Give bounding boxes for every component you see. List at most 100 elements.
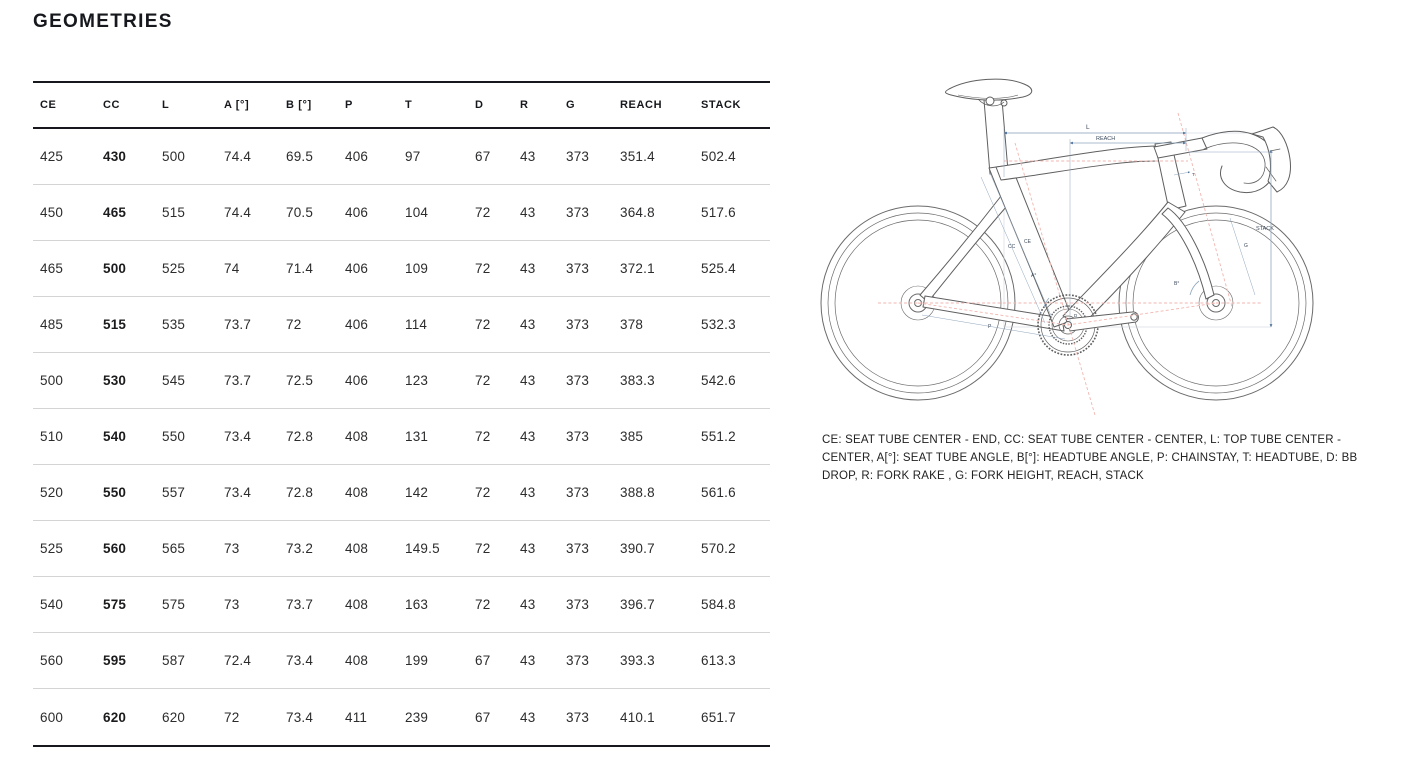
label-b-angle: B°: [1174, 281, 1179, 287]
table-cell: 584.8: [701, 597, 736, 612]
column-header: A [°]: [224, 99, 250, 111]
table-cell: 97: [405, 149, 421, 164]
label-reach: REACH: [1096, 136, 1115, 142]
geometry-table: CE CC L A [°] B [°] P T D R G REACH STACK 425 430 500…: [33, 81, 770, 747]
table-cell: 43: [520, 709, 536, 725]
table-cell: 73.7: [286, 597, 314, 612]
table-row: 520 550 557 73.4 72.8 408 142 72 43 373 388.8 561.6: [33, 465, 770, 521]
table-cell: 373: [566, 429, 590, 444]
column-header: CE: [40, 99, 57, 111]
down-tube: [1062, 201, 1186, 327]
table-cell: 595: [103, 653, 127, 668]
table-row: 500 530 545 73.7 72.5 406 123 72 43 373 383.3 542.6: [33, 353, 770, 409]
table-cell: 72: [475, 597, 491, 612]
table-cell: 43: [520, 597, 536, 612]
table-cell: 73.4: [224, 429, 252, 444]
table-cell: 373: [566, 317, 590, 332]
table-cell: 142: [405, 485, 429, 500]
table-cell: 43: [520, 205, 536, 220]
table-cell: 131: [405, 429, 429, 444]
table-cell: 408: [345, 541, 369, 556]
table-cell: 561.6: [701, 485, 736, 500]
table-cell: 43: [520, 261, 536, 276]
table-cell: 43: [520, 317, 536, 332]
table-row: 510 540 550 73.4 72.8 408 131 72 43 373 385 551.2: [33, 409, 770, 465]
table-cell: 72: [475, 373, 491, 388]
table-cell: 73.7: [224, 317, 252, 332]
table-cell: 385: [620, 429, 644, 444]
table-cell: 73.7: [224, 373, 252, 388]
table-cell: 525.4: [701, 261, 736, 276]
dimension-labels: L REACH STACK CC CE A° B° P D G T: [988, 124, 1274, 330]
table-cell: 74: [224, 261, 240, 276]
label-ce: CE: [1024, 239, 1032, 245]
table-cell: 520: [40, 485, 64, 500]
table-cell: 411: [345, 709, 368, 725]
table-row: 560 595 587 72.4 73.4 408 199 67 43 373 393.3 613.3: [33, 633, 770, 689]
table-cell: 114: [405, 317, 428, 332]
table-cell: 550: [162, 429, 186, 444]
table-cell: 373: [566, 373, 590, 388]
column-header: G: [566, 99, 576, 111]
table-cell: 67: [475, 653, 491, 668]
table-cell: 72: [475, 485, 491, 500]
table-cell: 410.1: [620, 709, 655, 725]
table-row: 485 515 535 73.7 72 406 114 72 43 373 378 532.3: [33, 297, 770, 353]
column-header: CC: [103, 99, 121, 111]
crankset: [1037, 294, 1139, 356]
table-cell: 535: [162, 317, 186, 332]
label-p: P: [988, 324, 992, 330]
table-cell: 570.2: [701, 541, 736, 556]
table-cell: 465: [40, 261, 64, 276]
table-cell: 406: [345, 205, 369, 220]
table-cell: 73.4: [224, 485, 252, 500]
table-row: 600 620 620 72 73.4 411 239 67 43 373 410.1 651.7: [33, 689, 770, 745]
column-header: L: [162, 99, 170, 111]
legend-text: CE: SEAT TUBE CENTER - END, CC: SEAT TUB…: [822, 434, 1358, 483]
table-cell: 104: [405, 205, 429, 220]
table-cell: 500: [162, 149, 186, 164]
fork: [1161, 207, 1215, 300]
table-cell: 406: [345, 317, 369, 332]
column-header: D: [475, 99, 484, 111]
table-cell: 73.4: [286, 709, 314, 725]
table-cell: 525: [40, 541, 64, 556]
table-cell: 74.4: [224, 205, 252, 220]
table-cell: 542.6: [701, 373, 736, 388]
table-cell: 373: [566, 541, 590, 556]
table-cell: 72: [286, 317, 302, 332]
table-cell: 373: [566, 205, 590, 220]
table-cell: 510: [40, 429, 64, 444]
table-cell: 373: [566, 597, 590, 612]
table-cell: 72: [475, 541, 491, 556]
table-cell: 43: [520, 429, 536, 444]
table-cell: 72.5: [286, 373, 314, 388]
table-cell: 373: [566, 261, 590, 276]
table-cell: 74.4: [224, 149, 252, 164]
table-cell: 239: [405, 709, 429, 725]
table-cell: 373: [566, 709, 590, 725]
table-row: 540 575 575 73 73.7 408 163 72 43 373 396.7 584.8: [33, 577, 770, 633]
table-cell: 123: [405, 373, 429, 388]
table-cell: 72: [475, 429, 491, 444]
table-cell: 73: [224, 541, 240, 556]
page-title: GEOMETRIES: [33, 11, 173, 32]
table-cell: 67: [475, 149, 491, 164]
table-cell: 430: [103, 149, 127, 164]
column-header: B [°]: [286, 99, 312, 111]
table-cell: 575: [103, 597, 127, 612]
table-cell: 551.2: [701, 429, 736, 444]
table-cell: 43: [520, 485, 536, 500]
table-cell: 72.8: [286, 429, 314, 444]
table-cell: 408: [345, 429, 369, 444]
column-header: REACH: [620, 99, 663, 111]
table-cell: 199: [405, 653, 429, 668]
table-cell: 540: [40, 597, 64, 612]
table-cell: 515: [103, 317, 127, 332]
chainstay: [922, 295, 1065, 332]
guide-lines-red: [878, 112, 1262, 416]
table-cell: 163: [405, 597, 429, 612]
table-cell: 613.3: [701, 653, 736, 668]
table-cell: 72: [475, 261, 491, 276]
table-row: 425 430 500 74.4 69.5 406 97 67 43 373 351.4 502.4: [33, 129, 770, 185]
